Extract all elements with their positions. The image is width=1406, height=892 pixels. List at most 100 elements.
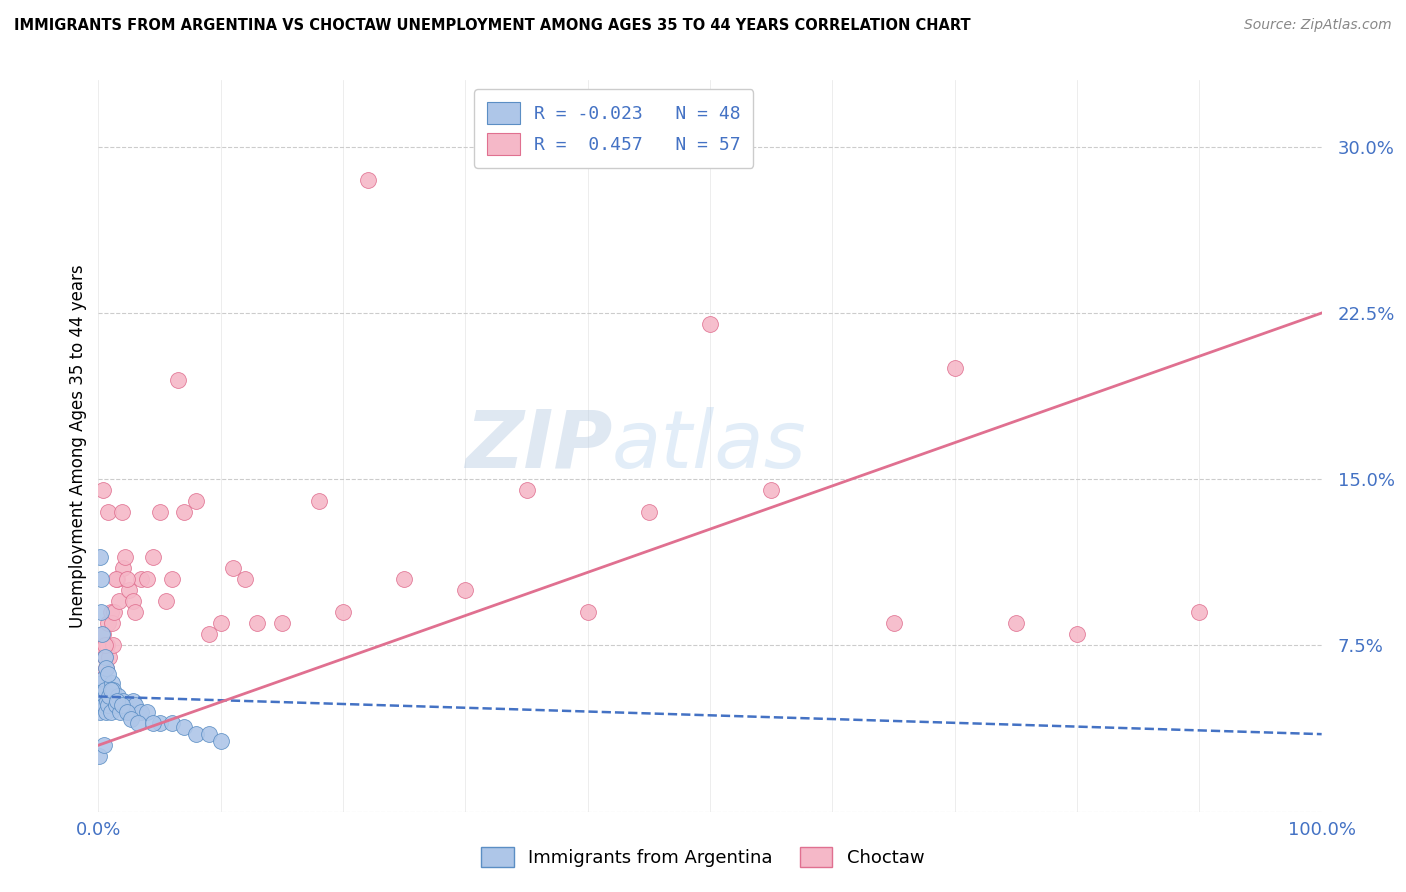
Point <box>160 572 183 586</box>
Point <box>114 549 136 564</box>
Point <box>105 572 128 586</box>
Point <box>108 594 131 608</box>
Point <box>90 682 112 697</box>
Point <box>576 605 599 619</box>
Point <box>115 705 138 719</box>
Point <box>222 561 245 575</box>
Point <box>103 605 125 619</box>
Point <box>93 649 115 664</box>
Point <box>91 627 114 641</box>
Point <box>129 705 152 719</box>
Point <box>94 660 117 674</box>
Point <box>100 682 122 697</box>
Text: atlas: atlas <box>612 407 807 485</box>
Point <box>105 694 128 708</box>
Point <box>110 705 132 719</box>
Point <box>93 682 115 697</box>
Point <box>111 506 134 520</box>
Point <box>167 372 190 386</box>
Point <box>160 716 183 731</box>
Point <box>883 616 905 631</box>
Point <box>89 749 111 764</box>
Point <box>699 317 721 331</box>
Point <box>118 705 141 719</box>
Point <box>101 616 124 631</box>
Point <box>129 572 152 586</box>
Point <box>98 690 121 704</box>
Point <box>246 616 269 631</box>
Point <box>120 712 142 726</box>
Point <box>91 483 114 498</box>
Y-axis label: Unemployment Among Ages 35 to 44 years: Unemployment Among Ages 35 to 44 years <box>69 264 87 628</box>
Point <box>155 594 177 608</box>
Point <box>270 616 294 631</box>
Point <box>96 694 118 708</box>
Point <box>209 733 232 747</box>
Point <box>1066 627 1088 641</box>
Point <box>1188 605 1211 619</box>
Text: IMMIGRANTS FROM ARGENTINA VS CHOCTAW UNEMPLOYMENT AMONG AGES 35 TO 44 YEARS CORR: IMMIGRANTS FROM ARGENTINA VS CHOCTAW UNE… <box>14 18 970 33</box>
Point <box>114 698 136 713</box>
Point <box>233 572 256 586</box>
Point <box>89 682 111 697</box>
Point <box>101 682 124 697</box>
Point <box>91 639 114 653</box>
Point <box>94 649 117 664</box>
Point <box>91 627 114 641</box>
Text: ZIP: ZIP <box>465 407 612 485</box>
Point <box>332 605 354 619</box>
Point <box>761 483 783 498</box>
Point <box>356 173 378 187</box>
Point <box>111 561 134 575</box>
Point <box>111 698 134 713</box>
Point <box>90 672 112 686</box>
Point <box>142 716 165 731</box>
Point <box>173 506 195 520</box>
Point <box>149 716 172 731</box>
Legend: R = -0.023   N = 48, R =  0.457   N = 57: R = -0.023 N = 48, R = 0.457 N = 57 <box>474 89 754 168</box>
Point <box>136 572 159 586</box>
Point <box>637 506 661 520</box>
Point <box>96 639 118 653</box>
Point <box>943 361 966 376</box>
Point <box>197 627 219 641</box>
Point <box>91 676 114 690</box>
Point <box>91 672 114 686</box>
Point <box>96 660 118 674</box>
Point <box>124 698 146 713</box>
Point <box>101 676 124 690</box>
Legend: Immigrants from Argentina, Choctaw: Immigrants from Argentina, Choctaw <box>474 839 932 874</box>
Point <box>308 494 330 508</box>
Point <box>90 572 112 586</box>
Point <box>107 690 129 704</box>
Point <box>93 698 115 713</box>
Point <box>93 738 115 752</box>
Point <box>89 705 111 719</box>
Point <box>516 483 538 498</box>
Point <box>111 694 134 708</box>
Point <box>121 694 143 708</box>
Point <box>454 583 477 598</box>
Point <box>97 506 120 520</box>
Point <box>115 572 138 586</box>
Point <box>121 594 143 608</box>
Point <box>186 727 208 741</box>
Point <box>197 727 219 741</box>
Point <box>90 605 112 619</box>
Point <box>100 705 122 719</box>
Point <box>89 682 111 697</box>
Point <box>97 667 120 681</box>
Point <box>89 694 111 708</box>
Point <box>91 687 114 701</box>
Point <box>209 616 232 631</box>
Point <box>186 494 208 508</box>
Point <box>136 705 159 719</box>
Point <box>94 705 117 719</box>
Point <box>97 698 120 713</box>
Point <box>392 572 416 586</box>
Point <box>98 649 121 664</box>
Point <box>149 506 172 520</box>
Point <box>127 716 149 731</box>
Point <box>101 639 124 653</box>
Point <box>90 690 112 704</box>
